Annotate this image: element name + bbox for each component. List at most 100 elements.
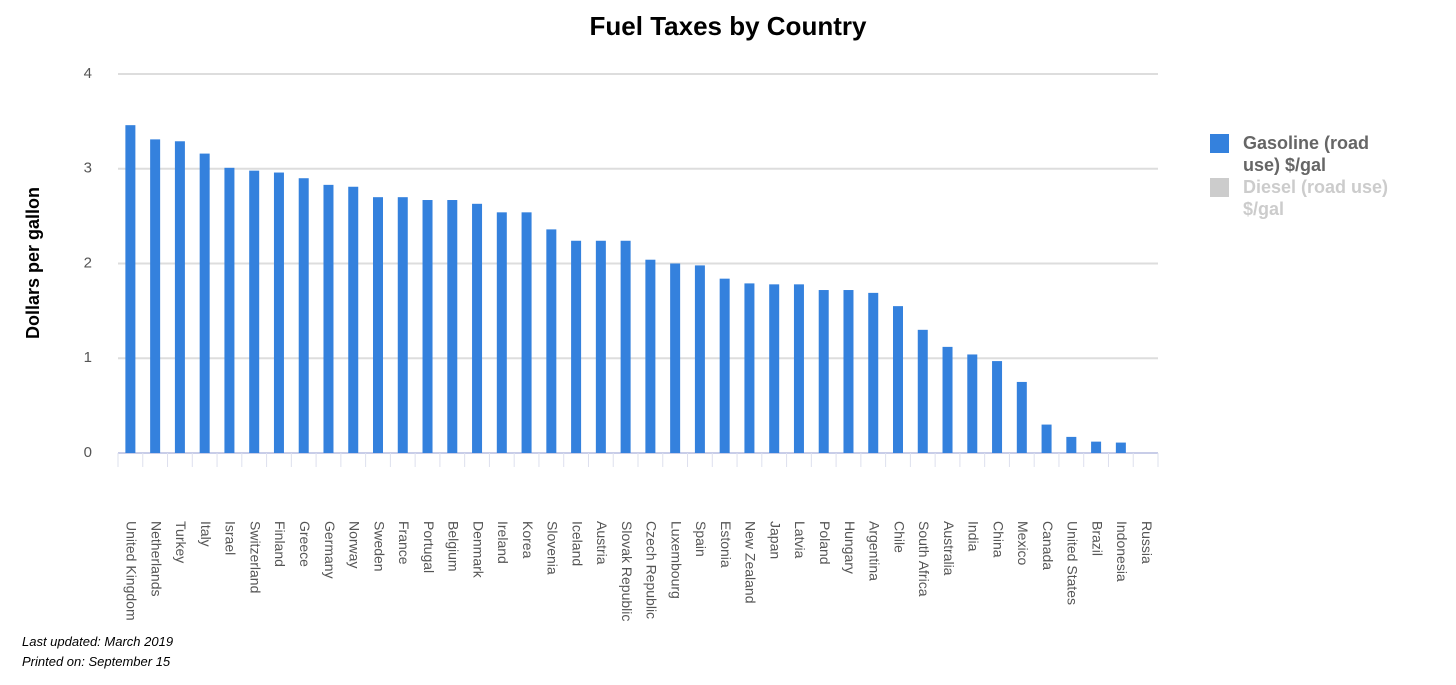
bar	[224, 167, 235, 454]
bar	[595, 240, 606, 453]
y-tick-label: 1	[84, 349, 92, 366]
x-tick-label: Germany	[322, 521, 338, 579]
x-tick-label: Norway	[347, 521, 363, 568]
y-tick-label: 2	[84, 254, 92, 271]
bar	[397, 197, 408, 453]
chart-title: Fuel Taxes by Country	[590, 11, 867, 41]
bar	[150, 139, 161, 453]
bar	[967, 354, 978, 453]
bar	[298, 178, 309, 453]
bar	[546, 229, 557, 453]
footnote: Printed on: September 15	[22, 654, 171, 669]
x-tick-label: Iceland	[569, 521, 585, 566]
x-tick-label: Australia	[941, 521, 957, 576]
legend-item[interactable]: Diesel (road use) $/gal	[1210, 176, 1410, 220]
legend-item[interactable]: Gasoline (road use) $/gal	[1210, 132, 1410, 176]
legend-swatch	[1210, 178, 1229, 197]
x-tick-label: Turkey	[173, 521, 189, 563]
legend-swatch	[1210, 134, 1229, 153]
bar	[868, 292, 879, 453]
x-tick-label: Spain	[693, 521, 709, 557]
bar	[1115, 442, 1126, 453]
y-tick-label: 3	[84, 160, 92, 177]
x-tick-label: Finland	[272, 521, 288, 567]
x-tick-label: Czech Republic	[644, 521, 660, 619]
bar	[571, 240, 582, 453]
bar	[843, 290, 854, 453]
x-tick-label: Estonia	[718, 521, 734, 568]
x-tick-label: New Zealand	[743, 521, 759, 604]
x-tick-label: Slovenia	[545, 521, 561, 575]
bar	[1091, 441, 1102, 453]
bar	[348, 186, 359, 453]
bar	[917, 329, 928, 453]
bar	[620, 240, 631, 453]
y-axis-label: Dollars per gallon	[23, 187, 43, 339]
bar	[818, 290, 829, 453]
bar	[645, 259, 656, 453]
bar	[447, 200, 458, 453]
x-tick-label: Japan	[767, 521, 783, 559]
bar	[694, 265, 705, 453]
x-tick-label: Denmark	[470, 521, 486, 579]
x-tick-label: Argentina	[867, 521, 883, 581]
x-tick-label: Canada	[1040, 521, 1056, 570]
bar	[422, 200, 433, 453]
bar	[496, 212, 507, 453]
x-tick-label: Israel	[223, 521, 239, 555]
footnote: Last updated: March 2019	[22, 634, 174, 649]
bar	[1066, 436, 1077, 453]
x-tick-label: China	[990, 521, 1006, 558]
x-tick-label: Luxembourg	[668, 521, 684, 599]
x-tick-label: Korea	[520, 521, 536, 559]
bar	[125, 125, 136, 453]
bar	[744, 283, 755, 453]
x-tick-label: United States	[1065, 521, 1081, 605]
x-tick-label: Poland	[817, 521, 833, 565]
bar	[373, 197, 383, 453]
x-tick-label: Russia	[1139, 521, 1155, 564]
x-tick-label: Sweden	[371, 521, 387, 572]
bar	[1016, 381, 1027, 453]
bar	[719, 278, 730, 453]
x-tick-label: Brazil	[1089, 521, 1105, 556]
bar	[942, 346, 953, 453]
x-tick-label: India	[966, 521, 982, 552]
x-tick-label: Mexico	[1015, 521, 1031, 566]
x-tick-label: Indonesia	[1114, 521, 1130, 582]
x-tick-label: United Kingdom	[124, 521, 140, 621]
x-tick-label: Netherlands	[148, 521, 164, 597]
bar	[670, 263, 681, 453]
bar	[521, 212, 532, 453]
x-tick-label: Latvia	[792, 521, 808, 559]
x-tick-label: Italy	[198, 521, 214, 547]
x-tick-label: South Africa	[916, 521, 932, 597]
bar	[992, 361, 1003, 453]
bar	[893, 306, 903, 453]
bar	[249, 170, 260, 453]
bar	[273, 172, 284, 454]
y-tick-label: 4	[84, 65, 92, 82]
x-tick-label: France	[396, 521, 412, 565]
legend-label: Gasoline (road use) $/gal	[1243, 133, 1370, 175]
bar	[472, 203, 483, 453]
x-tick-label: Portugal	[421, 521, 437, 573]
x-tick-label: Hungary	[842, 521, 858, 574]
x-tick-label: Switzerland	[247, 521, 263, 593]
y-tick-label: 0	[84, 444, 92, 461]
bar	[323, 184, 334, 454]
bar	[199, 153, 210, 453]
bar	[769, 284, 780, 453]
x-tick-label: Chile	[891, 521, 907, 553]
bar	[793, 284, 804, 453]
x-tick-label: Austria	[594, 521, 610, 565]
bar	[174, 141, 185, 453]
legend-label: Diesel (road use) $/gal	[1243, 177, 1389, 219]
x-tick-label: Belgium	[446, 521, 462, 572]
x-tick-label: Ireland	[495, 521, 511, 564]
x-tick-label: Greece	[297, 521, 313, 567]
bar	[1041, 424, 1052, 453]
x-tick-label: Slovak Republic	[619, 521, 635, 621]
